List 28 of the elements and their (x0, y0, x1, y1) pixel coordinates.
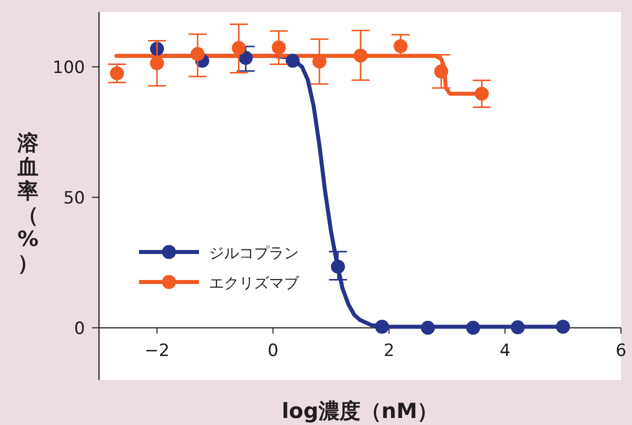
point (434, 64, 448, 79)
point (556, 320, 570, 334)
point (474, 86, 489, 101)
x-tick-label: 0 (268, 340, 278, 361)
y-tick-label: 50 (63, 188, 85, 208)
point (272, 40, 286, 54)
y-axis-title: 溶血率（%） (17, 131, 39, 275)
x-tick-label: 2 (384, 340, 394, 361)
x-tick-label: 6 (616, 340, 626, 361)
point (232, 41, 246, 56)
point (330, 260, 345, 274)
point (150, 56, 164, 70)
point (190, 47, 205, 62)
legend-label: ジルコプラン (209, 244, 299, 262)
point (394, 39, 408, 54)
x-tick-label: 4 (500, 340, 510, 361)
point (466, 320, 480, 335)
point (354, 48, 368, 63)
legend-label: エクリズマブ (209, 274, 300, 292)
point (238, 50, 253, 65)
point (375, 320, 390, 334)
point (286, 54, 300, 68)
point (510, 320, 525, 334)
y-tick-label: 0 (74, 318, 85, 339)
x-tick-label: −2 (144, 340, 170, 361)
x-axis-title: log濃度（nM） (282, 399, 438, 423)
point (420, 320, 435, 335)
y-tick-label: 100 (52, 58, 85, 78)
